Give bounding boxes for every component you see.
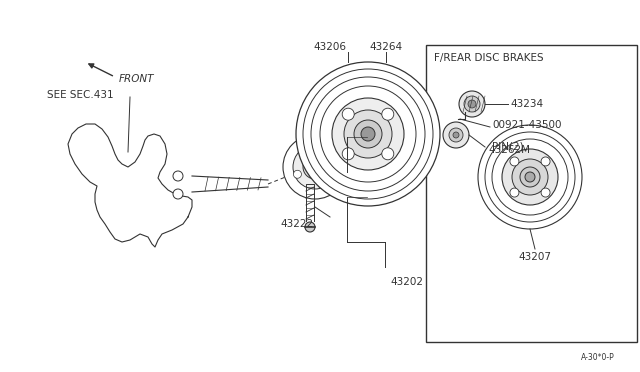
Circle shape	[502, 149, 558, 205]
Text: 43202: 43202	[390, 277, 423, 287]
Circle shape	[443, 122, 469, 148]
Circle shape	[510, 157, 519, 166]
Circle shape	[342, 148, 354, 160]
Text: 43222: 43222	[280, 219, 313, 229]
Circle shape	[541, 157, 550, 166]
Circle shape	[293, 145, 337, 189]
Circle shape	[309, 161, 321, 173]
Circle shape	[305, 222, 315, 232]
Circle shape	[512, 159, 548, 195]
Text: 43262M: 43262M	[488, 145, 530, 155]
Circle shape	[173, 189, 183, 199]
Circle shape	[361, 127, 375, 141]
Bar	[426, 45, 637, 342]
Circle shape	[354, 120, 382, 148]
Circle shape	[303, 155, 327, 179]
Circle shape	[318, 180, 326, 189]
Text: 43206: 43206	[314, 42, 346, 52]
Circle shape	[492, 139, 568, 215]
Circle shape	[520, 167, 540, 187]
Circle shape	[464, 96, 480, 112]
Text: F/REAR DISC BRAKES: F/REAR DISC BRAKES	[433, 53, 543, 62]
Text: 43234: 43234	[510, 99, 543, 109]
Circle shape	[468, 100, 476, 108]
Circle shape	[478, 125, 582, 229]
Circle shape	[342, 108, 354, 120]
Text: 43207: 43207	[518, 252, 552, 262]
Circle shape	[332, 98, 404, 170]
Text: PIN(2): PIN(2)	[492, 130, 524, 152]
Circle shape	[382, 108, 394, 120]
Circle shape	[459, 91, 485, 117]
Circle shape	[296, 62, 440, 206]
Circle shape	[294, 170, 301, 178]
Circle shape	[541, 188, 550, 197]
Circle shape	[485, 132, 575, 222]
Circle shape	[173, 171, 183, 181]
Text: A-30*0-P: A-30*0-P	[581, 353, 615, 362]
Circle shape	[328, 156, 337, 164]
Circle shape	[453, 132, 459, 138]
Circle shape	[525, 172, 535, 182]
Circle shape	[304, 145, 312, 153]
Text: FRONT: FRONT	[119, 74, 154, 84]
Circle shape	[283, 135, 347, 199]
Circle shape	[510, 188, 519, 197]
Circle shape	[449, 128, 463, 142]
Text: SEE SEC.431: SEE SEC.431	[47, 90, 113, 100]
Text: 00921-43500: 00921-43500	[492, 120, 561, 130]
Circle shape	[344, 110, 392, 158]
Text: 43264: 43264	[369, 42, 403, 52]
Circle shape	[382, 148, 394, 160]
